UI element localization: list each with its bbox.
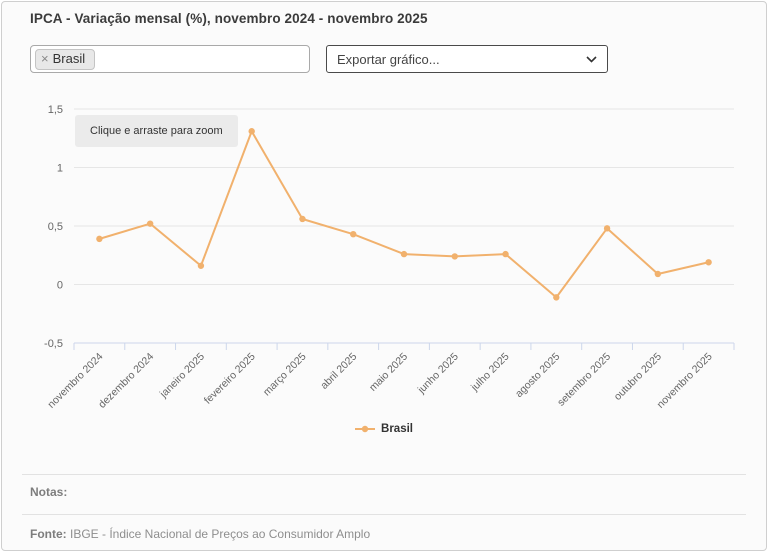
territory-filter-input[interactable]: × Brasil xyxy=(30,45,310,73)
data-point[interactable] xyxy=(705,259,712,266)
data-point[interactable] xyxy=(451,253,458,260)
x-axis-label: dezembro 2024 xyxy=(96,351,156,411)
source-text: IBGE - Índice Nacional de Preços ao Cons… xyxy=(66,527,371,541)
x-axis-label: março 2025 xyxy=(261,351,309,399)
x-axis-label: novembro 2025 xyxy=(655,351,715,411)
x-axis-label: setembro 2025 xyxy=(555,351,613,409)
data-point[interactable] xyxy=(502,250,509,258)
series-line-brasil xyxy=(98,130,710,299)
zoom-hint-label: Clique e arraste para zoom xyxy=(75,115,238,147)
legend-line-marker-icon xyxy=(355,424,376,434)
data-point[interactable] xyxy=(197,262,205,269)
x-axis-label: fevereiro 2025 xyxy=(202,351,258,407)
x-axis-label: janeiro 2025 xyxy=(157,351,207,401)
page-title: IPCA - Variação mensal (%), novembro 202… xyxy=(30,11,428,26)
data-point[interactable] xyxy=(299,215,306,223)
y-axis-label: 0 xyxy=(57,280,63,292)
source-line: Fonte: IBGE - Índice Nacional de Preços … xyxy=(30,527,370,541)
territory-tag-label: Brasil xyxy=(52,51,86,66)
data-point[interactable] xyxy=(553,294,560,301)
x-axis-label: maio 2025 xyxy=(367,351,410,394)
data-point[interactable] xyxy=(350,230,357,238)
legend-label: Brasil xyxy=(381,423,413,435)
source-label: Fonte: xyxy=(30,527,67,541)
divider xyxy=(22,514,746,515)
territory-tag-brasil: × Brasil xyxy=(35,49,96,70)
export-select-value: Exportar gráfico... xyxy=(337,51,440,67)
data-point[interactable] xyxy=(248,128,255,135)
x-axis-label: junho 2025 xyxy=(415,351,461,397)
remove-tag-icon[interactable]: × xyxy=(41,51,49,66)
y-axis-label: 0,5 xyxy=(48,221,63,233)
y-axis-label: 1 xyxy=(57,163,63,175)
data-point[interactable] xyxy=(654,270,662,278)
notes-heading: Notas: xyxy=(30,485,68,499)
y-axis-label: -0,5 xyxy=(44,338,63,350)
data-point[interactable] xyxy=(603,225,611,232)
data-point[interactable] xyxy=(146,220,154,227)
export-chart-select[interactable]: Exportar gráfico... xyxy=(326,45,608,73)
data-point[interactable] xyxy=(96,235,103,243)
y-axis-label: 1,5 xyxy=(48,104,63,116)
chevron-down-icon xyxy=(586,55,597,63)
legend-item-brasil[interactable]: Brasil xyxy=(2,420,766,438)
x-axis-label: julho 2025 xyxy=(468,351,512,395)
divider xyxy=(22,474,746,475)
x-axis-label: agosto 2025 xyxy=(513,351,562,400)
x-axis-label: abril 2025 xyxy=(318,351,359,392)
data-point[interactable] xyxy=(400,250,408,258)
x-axis-label: outubro 2025 xyxy=(612,351,664,403)
